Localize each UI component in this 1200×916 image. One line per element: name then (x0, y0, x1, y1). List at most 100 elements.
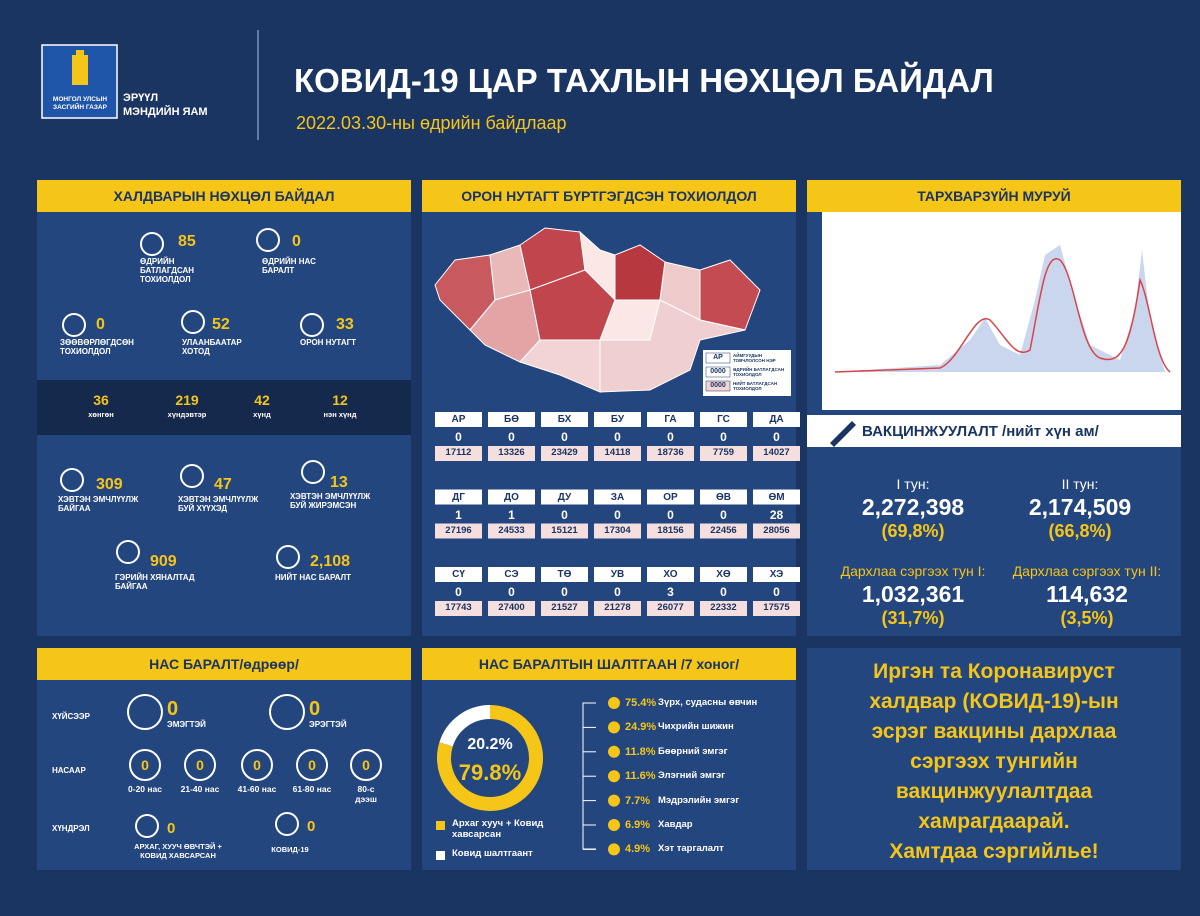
vaccine-header (807, 415, 1181, 447)
province-code: БХ (557, 414, 572, 425)
person-icon (127, 694, 163, 730)
message-line: хамрагдаарай. (918, 810, 1070, 833)
province-code-box (541, 489, 588, 505)
death-value: 0 (309, 698, 321, 720)
cause-icon (608, 697, 620, 709)
death-label: ЭМЭГТЭЙ (167, 720, 206, 729)
complication-icon (135, 814, 159, 838)
cause-percent: 7.7% (625, 794, 651, 807)
dose-label: II тун: (1061, 476, 1099, 492)
cause-percent: 75.4% (625, 697, 657, 709)
province-total-box (488, 523, 535, 539)
province-total-box (753, 446, 800, 461)
care-value: 909 (150, 553, 177, 570)
panel-header (807, 180, 1181, 212)
cause-percent: 11.8% (625, 745, 656, 758)
ministry: МЭНДИЙН ЯАМ (123, 106, 208, 118)
province-total: 21278 (604, 602, 631, 613)
province-total: 17575 (763, 602, 790, 613)
province-code-box (435, 489, 482, 505)
province-daily: 0 (561, 507, 568, 522)
age-label: 41-60 нас (237, 784, 277, 794)
province-code-box (488, 489, 535, 505)
care-icon (116, 540, 140, 564)
care-value: 13 (330, 474, 348, 491)
panel (37, 648, 411, 870)
care-label: ХЭВТЭН ЭМЧЛҮҮЛЖ БАЙГАА (58, 495, 139, 514)
vaccine-title: ВАКЦИНЖУУЛАЛТ /нийт хүн ам/ (862, 423, 1099, 440)
province-total: 21527 (551, 602, 578, 613)
care-label: ХЭВТЭН ЭМЧЛҮҮЛЖ БУЙ ХҮҮХЭД (178, 495, 259, 514)
province-code: УВ (610, 569, 625, 580)
stat-label: УЛААНБААТАР ХОТОД (182, 338, 242, 357)
age-value: 0 (253, 757, 261, 773)
cause-icon (608, 770, 620, 783)
dose-count: 1,032,361 (861, 581, 965, 607)
province-code-box (647, 567, 694, 582)
logo-emblem (72, 50, 88, 85)
complication-icon (275, 812, 299, 836)
logo-text: МОНГОЛ УЛСЫН (52, 96, 108, 103)
province-daily: 0 (614, 507, 621, 522)
province-code: ГС (717, 414, 730, 425)
cause-label: Элэгний эмгэг (658, 770, 726, 782)
cause-percent: 11.6% (625, 770, 656, 783)
dose-label: Дархлаа сэргээх тун II: (1012, 563, 1162, 579)
age-label: 61-80 нас (292, 784, 332, 794)
cause-label: Хэт таргалалт (658, 843, 724, 855)
province-code: ДГ (452, 491, 465, 503)
province-total: 7759 (712, 447, 735, 458)
dose-percent: (69,8%) (881, 521, 945, 541)
death-label: ЭРЭГТЭЙ (309, 720, 347, 729)
death-value: 0 (307, 818, 316, 835)
province-code: ДУ (557, 491, 572, 503)
province-code-box (753, 489, 800, 505)
panel (807, 648, 1181, 870)
dose-label: I тун: (896, 476, 930, 492)
stat-icon (62, 313, 86, 337)
dose-count: 2,272,398 (861, 494, 965, 520)
province-code: ЗА (610, 491, 625, 503)
province-total-box (541, 601, 588, 616)
province-daily: 0 (667, 430, 674, 444)
age-circle (296, 749, 328, 781)
cause-icon (608, 843, 620, 856)
message-line: вакцинжуулалтдаа (895, 780, 1093, 803)
province-total-box (488, 446, 535, 461)
province-total-box (753, 523, 800, 539)
age-circle (129, 749, 161, 781)
province-code-box (435, 567, 482, 582)
severity-value: 42 (254, 392, 270, 408)
panel-header (37, 180, 411, 212)
cause-label: Хавдар (658, 819, 693, 830)
province-daily: 0 (614, 430, 621, 444)
cause-icon (608, 794, 620, 807)
province-total: 22456 (710, 524, 737, 536)
province-daily: 0 (561, 585, 568, 599)
cause-label: Чихрийн шижин (658, 721, 734, 733)
care-value: 47 (214, 476, 232, 493)
donut-segment (437, 705, 543, 811)
province-total-box (594, 446, 641, 461)
province-daily: 0 (773, 430, 780, 444)
legend-label: НИЙТ БАТЛАГДСАН ТОХИОЛДОЛ (733, 381, 778, 392)
curve-line (834, 257, 1171, 373)
province-daily: 0 (508, 430, 515, 444)
province-daily: 1 (508, 507, 515, 522)
province-code-box (488, 412, 535, 427)
dose-label: Дархлаа сэргээх тун I: (840, 563, 986, 579)
cause-label: Бөөрний эмгэг (658, 745, 728, 757)
province-total: 17743 (445, 602, 472, 613)
province-total-box (435, 601, 482, 616)
province-code-box (594, 489, 641, 505)
legend-key-box (705, 352, 731, 364)
province-code-box (594, 412, 641, 427)
age-value: 0 (196, 757, 204, 773)
province-daily: 0 (455, 430, 462, 444)
severity-band (37, 380, 411, 435)
province-code: ОР (663, 491, 678, 503)
province-total: 27196 (445, 524, 472, 536)
severity-label: хүндэвтэр (167, 410, 207, 419)
province-daily: 0 (455, 585, 462, 599)
